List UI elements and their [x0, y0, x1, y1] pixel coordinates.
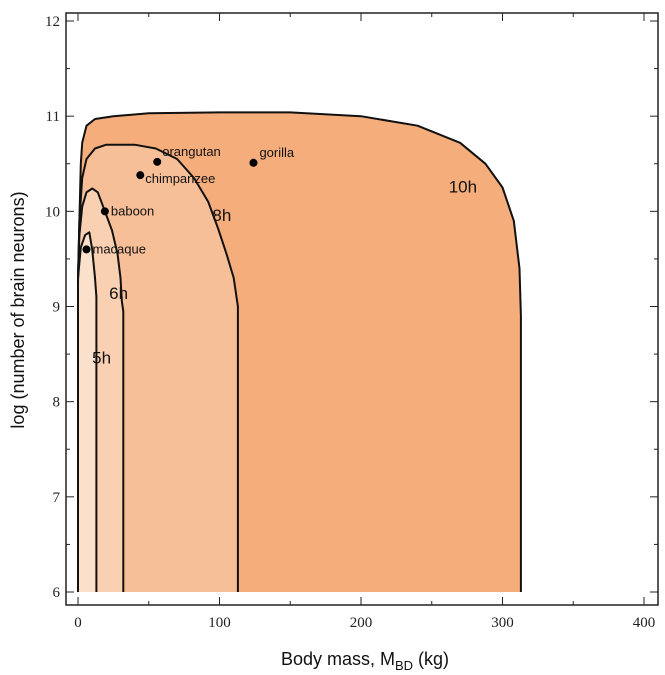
x-axis-title-unit: (kg) [413, 649, 449, 669]
region-outline-8h [77, 143, 239, 592]
outline-layer: 10h 8h 6h 5h [77, 111, 522, 592]
y-tick-label: 7 [53, 490, 61, 506]
points-layer: macaque baboon chimpanzee orangutan gorilla [82, 144, 295, 256]
point-label-macaque: macaque [92, 241, 145, 256]
x-tick-label: 300 [491, 615, 514, 631]
y-tick-label: 8 [53, 395, 61, 411]
point-baboon [100, 207, 109, 216]
point-macaque [82, 245, 91, 254]
region-label-10h: 10h [449, 177, 477, 196]
point-orangutan [153, 157, 162, 166]
y-tick-label: 9 [53, 300, 61, 316]
region-outline-10h [77, 111, 522, 592]
x-axis-title-subscript: BD [395, 658, 413, 673]
x-tick-label: 0 [74, 615, 82, 631]
x-axis-title: Body mass, MBD (kg) [281, 649, 449, 673]
point-label-baboon: baboon [111, 203, 154, 218]
y-tick-label: 11 [46, 109, 60, 125]
y-tick-label: 12 [45, 14, 60, 30]
y-axis-title: log (number of brain neurons) [8, 191, 28, 428]
point-chimpanzee [136, 171, 145, 180]
point-label-gorilla: gorilla [259, 145, 294, 160]
point-label-orangutan: orangutan [162, 144, 221, 159]
region-outline-5h [77, 231, 98, 592]
x-tick-label: 100 [208, 615, 231, 631]
y-tick-label: 10 [45, 204, 60, 220]
region-label-8h: 8h [212, 206, 231, 225]
region-label-5h: 5h [92, 349, 111, 368]
x-tick-label: 200 [350, 615, 373, 631]
y-tick-label: 6 [53, 585, 61, 601]
point-label-chimpanzee: chimpanzee [145, 171, 215, 186]
plot-frame [65, 12, 659, 606]
x-tick-label: 400 [633, 615, 656, 631]
axes-layer: 0 100 200 300 400 6 7 8 9 10 11 12 [45, 12, 659, 631]
point-gorilla [249, 158, 258, 167]
region-5h [78, 232, 97, 593]
region-label-6h: 6h [109, 284, 128, 303]
x-axis-title-main: Body mass, M [281, 649, 395, 669]
